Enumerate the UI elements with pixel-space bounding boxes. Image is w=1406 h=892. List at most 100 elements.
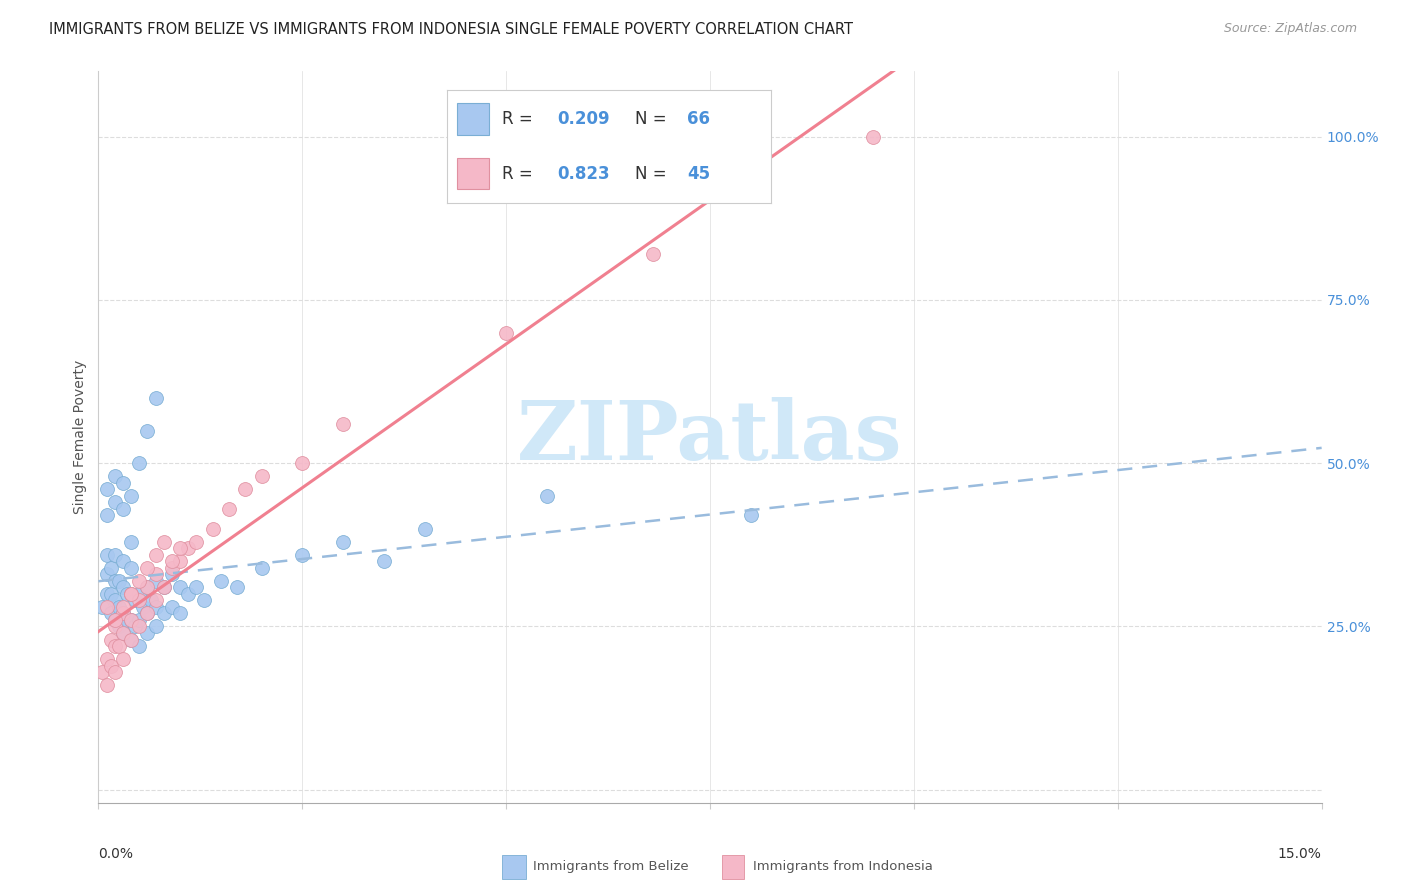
Point	[233, 483, 256, 497]
Point	[186, 534, 208, 549]
Point	[201, 521, 224, 535]
Point	[104, 639, 127, 653]
Point	[152, 580, 174, 594]
Point	[128, 593, 150, 607]
Point	[332, 534, 354, 549]
Point	[111, 607, 134, 621]
Point	[120, 560, 142, 574]
Point	[160, 599, 183, 614]
Point	[740, 508, 762, 523]
Point	[115, 587, 138, 601]
Point	[96, 599, 118, 614]
Point	[136, 607, 159, 621]
Point	[100, 658, 122, 673]
Point	[111, 626, 134, 640]
Point	[136, 626, 159, 640]
Point	[177, 587, 200, 601]
Point	[111, 599, 134, 614]
Point	[250, 469, 273, 483]
Point	[169, 607, 191, 621]
Point	[111, 554, 134, 568]
Point	[177, 541, 200, 555]
Point	[124, 593, 146, 607]
Point	[136, 580, 159, 594]
Point	[96, 508, 118, 523]
Point	[96, 652, 118, 666]
Point	[145, 548, 167, 562]
Point	[120, 587, 142, 601]
Point	[104, 665, 127, 680]
Point	[111, 626, 134, 640]
Point	[145, 593, 167, 607]
Point	[536, 489, 558, 503]
Point	[862, 129, 884, 144]
Point	[226, 580, 249, 594]
Point	[160, 567, 183, 582]
Point	[111, 652, 134, 666]
Point	[145, 599, 167, 614]
Point	[160, 560, 183, 574]
Point	[108, 619, 131, 633]
Point	[108, 639, 131, 653]
Point	[218, 502, 240, 516]
Point	[120, 613, 142, 627]
Point	[145, 619, 167, 633]
Point	[136, 580, 159, 594]
Point	[160, 554, 183, 568]
Point	[104, 619, 127, 633]
Point	[100, 560, 122, 574]
Point	[100, 587, 122, 601]
Point	[96, 483, 118, 497]
Point	[100, 632, 122, 647]
Point	[128, 574, 150, 588]
Point	[115, 613, 138, 627]
Point	[291, 456, 314, 470]
Point	[104, 613, 127, 627]
Point	[91, 599, 114, 614]
Text: 15.0%: 15.0%	[1278, 847, 1322, 861]
Point	[111, 607, 134, 621]
Point	[128, 613, 150, 627]
Point	[209, 574, 232, 588]
Point	[136, 560, 159, 574]
Point	[104, 613, 127, 627]
Point	[104, 593, 127, 607]
Point	[141, 593, 163, 607]
Point	[108, 599, 131, 614]
Point	[169, 580, 191, 594]
Point	[152, 607, 174, 621]
Point	[96, 587, 118, 601]
Point	[495, 326, 517, 340]
Point	[96, 567, 118, 582]
Point	[169, 541, 191, 555]
Point	[128, 587, 150, 601]
Point	[100, 607, 122, 621]
Point	[413, 521, 436, 535]
Point	[128, 619, 150, 633]
Point	[145, 567, 167, 582]
Point	[136, 607, 159, 621]
Point	[641, 247, 664, 261]
Point	[96, 548, 118, 562]
Text: 0.0%: 0.0%	[98, 847, 134, 861]
Point	[291, 548, 314, 562]
Point	[120, 534, 142, 549]
Point	[145, 574, 167, 588]
Point	[111, 475, 134, 490]
Point	[373, 554, 395, 568]
Point	[120, 489, 142, 503]
Point	[104, 574, 127, 588]
Point	[132, 599, 155, 614]
Text: IMMIGRANTS FROM BELIZE VS IMMIGRANTS FROM INDONESIA SINGLE FEMALE POVERTY CORREL: IMMIGRANTS FROM BELIZE VS IMMIGRANTS FRO…	[49, 22, 853, 37]
Point	[124, 619, 146, 633]
Point	[120, 632, 142, 647]
Point	[128, 456, 150, 470]
Point	[193, 593, 215, 607]
Point	[111, 502, 134, 516]
Point	[128, 639, 150, 653]
Text: Source: ZipAtlas.com: Source: ZipAtlas.com	[1223, 22, 1357, 36]
Point	[169, 554, 191, 568]
Point	[120, 587, 142, 601]
Point	[120, 613, 142, 627]
Point	[104, 548, 127, 562]
